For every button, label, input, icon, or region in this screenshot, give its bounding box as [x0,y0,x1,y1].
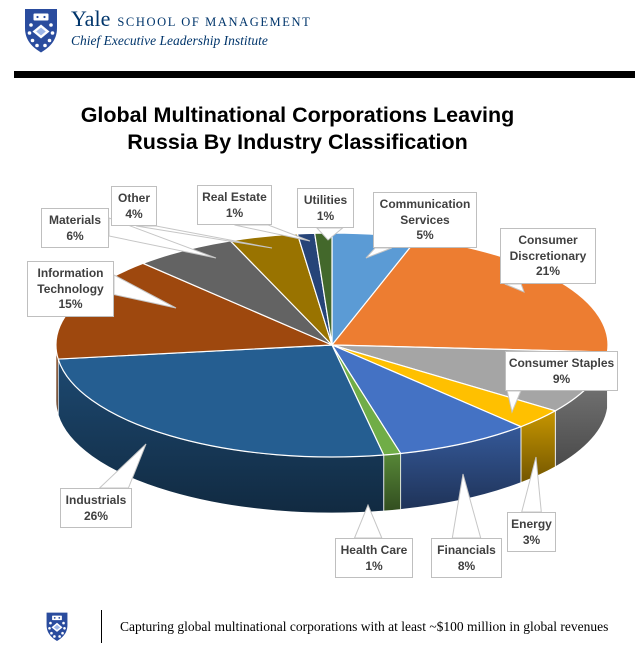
pie-label-value: 8% [457,558,476,573]
brand-institute: Chief Executive Leadership Institute [71,33,268,48]
pie-label-real-estate: Real Estate 1% [197,185,272,225]
pie-label-consumer-staples-leader [506,390,522,414]
pie-label-value: 1% [365,558,383,573]
pie-label-communication-services: Communication Services 5% [373,192,477,248]
pie-label-value: 21% [535,264,561,278]
pie-label-consumer-discretionary: Consumer Discretionary 21% [500,228,596,284]
brand-school: SCHOOL OF MANAGEMENT [117,15,312,29]
pie-label-name: Industrials [65,493,127,507]
brand-yale: Yale [71,6,111,31]
pie-label-information-technology: Information Technology 15% [27,261,114,317]
pie-label-value: 9% [552,371,571,386]
chart-title-line1: Global Multinational Corporations Leavin… [80,103,515,127]
pie-label-value: 4% [125,206,143,221]
pie-label-consumer-discretionary-leader [504,283,525,293]
footer-note: Capturing global multinational corporati… [120,618,609,634]
header: Yale SCHOOL OF MANAGEMENT Chief Executiv… [22,8,311,54]
footer: Capturing global multinational corporati… [44,610,608,643]
pie-tops [55,232,609,458]
pie-slice-industrials [57,344,385,458]
divider-bar [14,71,635,78]
pie-label-other-leader [136,225,273,249]
pie-label-value: 3% [522,532,541,547]
pie-label-name: Health Care [340,543,408,557]
pie-label-real-estate-leader [234,224,311,242]
pie-leader-lines [98,217,542,539]
pie-label-value: 1% [316,208,335,223]
pie-label-name: Consumer Staples [508,356,615,370]
pie-label-name: Information Technology [37,266,104,296]
pie-label-industrials: Industrials 26% [60,488,132,528]
pie-label-communication-services-leader [365,247,392,259]
pie-label-name: Consumer Discretionary [509,233,587,263]
pie-label-name: Financials [437,543,496,557]
pie-label-information-technology-leader [113,274,177,309]
yale-som-shield-icon [25,9,57,53]
pie-label-name: Communication Services [379,197,471,227]
pie-label-name: Energy [511,517,552,531]
chart-title: Global Multinational Corporations Leavin… [0,102,595,156]
footer-divider [101,610,102,643]
pie-label-financials: Financials 8% [431,538,502,578]
pie-label-name: Real Estate [202,190,267,204]
yale-som-shield-icon-small [46,612,68,641]
pie-label-name: Utilities [303,193,348,207]
pie-label-value: 15% [58,297,83,311]
pie-label-energy: Energy 3% [507,512,556,552]
pie-label-value: 26% [83,508,109,523]
pie-label-name: Other [117,191,150,205]
pie-slice-financials [330,343,523,455]
pie-label-value: 1% [225,205,244,220]
pie-label-materials-leader [108,217,217,259]
chart-title-line2: Russia By Industry Classification [127,130,468,154]
pie-label-value: 5% [416,228,434,242]
pie-label-materials: Materials 6% [41,208,109,248]
pie-label-value: 6% [66,228,84,243]
pie-label-name: Materials [48,213,102,227]
pie-label-other: Other 4% [111,186,157,226]
pie-label-health-care: Health Care 1% [335,538,413,578]
pie-label-utilities-leader [315,227,344,241]
pie-label-consumer-staples: Consumer Staples 9% [505,351,618,391]
pie-label-utilities: Utilities 1% [297,188,354,228]
pie-slice-health-care-side [383,453,402,512]
